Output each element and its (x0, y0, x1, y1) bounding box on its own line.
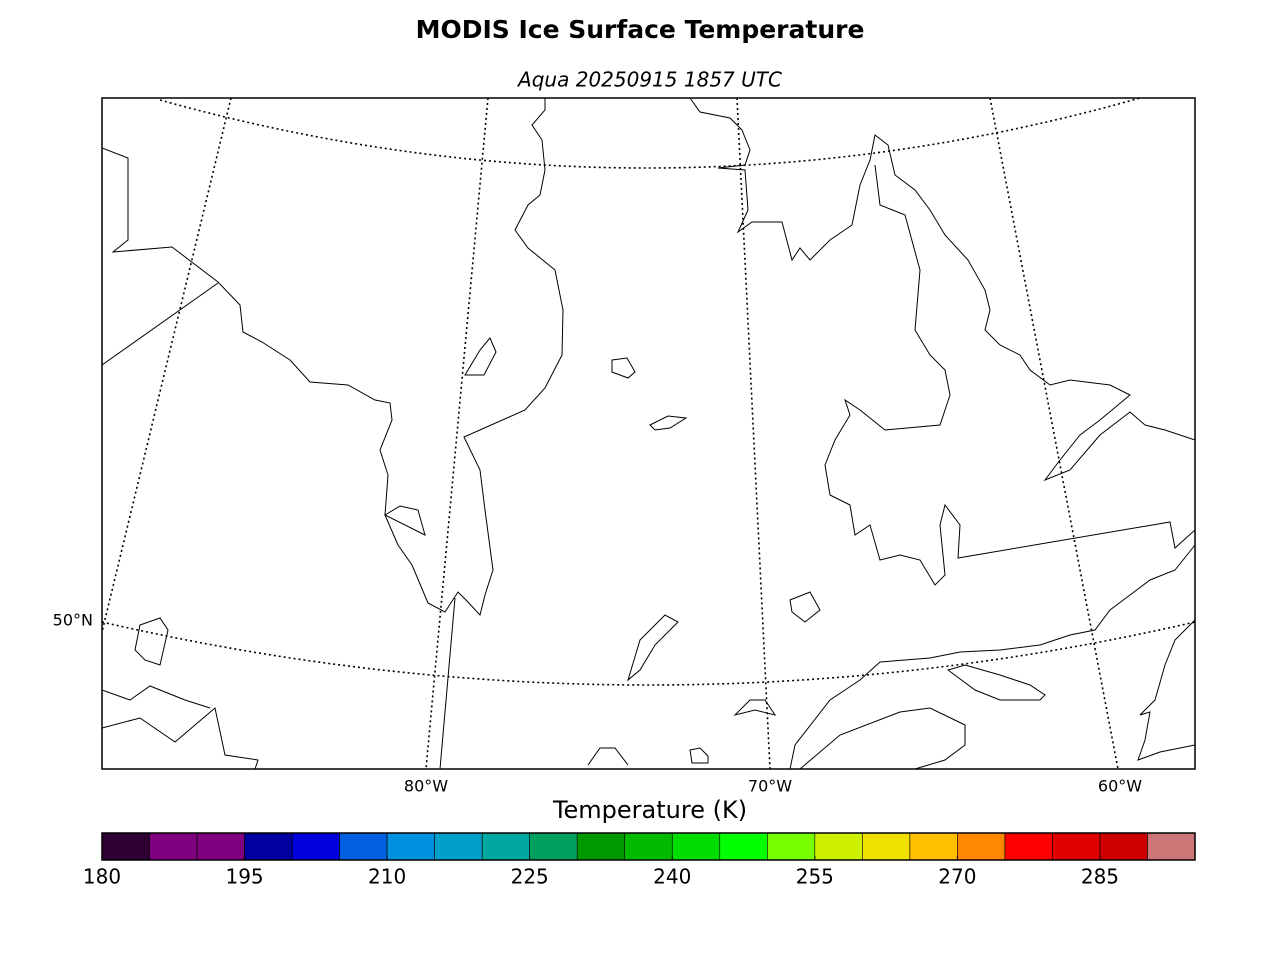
colorbar-bin (719, 832, 768, 861)
colorbar-tick-label: 285 (1081, 865, 1119, 889)
colorbar-bin (101, 832, 150, 861)
colorbar-tick-label: 180 (83, 865, 121, 889)
lake (587, 699, 777, 766)
parallel (159, 98, 1141, 169)
colorbar-tick-label: 255 (796, 865, 834, 889)
lon-label: 60°W (1098, 777, 1142, 796)
colorbar-bin (244, 832, 293, 861)
coastline (102, 685, 259, 769)
island (946, 664, 1046, 701)
lake (611, 357, 636, 379)
colorbar-bin (529, 832, 578, 861)
colorbar-bin (624, 832, 673, 861)
lat-label: 50°N (53, 611, 93, 630)
island (134, 617, 169, 666)
colorbar-bin (339, 832, 388, 861)
colorbar-tick-label: 210 (368, 865, 406, 889)
colorbar: 180 195 210 225 240 255 270 285 (83, 832, 1196, 889)
colorbar-bin (149, 832, 198, 861)
colorbar-bin (1099, 832, 1148, 861)
colorbar-tick-label: 270 (938, 865, 976, 889)
lake (789, 591, 821, 623)
colorbar-bin (957, 832, 1006, 861)
colorbar-bin (434, 832, 483, 861)
map-frame (101, 97, 1196, 770)
colorbar-tick-label: 225 (511, 865, 549, 889)
coastline (789, 544, 1195, 769)
parallel (102, 621, 1195, 686)
lon-label: 70°W (748, 777, 792, 796)
subtitle: Aqua 20250915 1857 UTC (516, 68, 782, 92)
colorbar-bin (386, 832, 435, 861)
coastline (1137, 619, 1195, 761)
colorbar-bin (909, 832, 958, 861)
colorbar-bin (291, 832, 340, 861)
meridian (736, 98, 771, 769)
lake (649, 415, 688, 431)
meridian (102, 98, 232, 633)
colorbar-bin (1004, 832, 1053, 861)
colorbar-bin (1147, 832, 1196, 861)
lake (689, 747, 709, 764)
colorbar-bin (862, 832, 911, 861)
border (102, 282, 219, 366)
lon-label: 80°W (404, 777, 448, 796)
colorbar-tick-label: 240 (653, 865, 691, 889)
colorbar-bin (576, 832, 626, 861)
colorbar-bin (671, 832, 721, 861)
colorbar-tick-label: 195 (225, 865, 263, 889)
lake (464, 337, 497, 376)
title: MODIS Ice Surface Temperature (416, 15, 865, 44)
colorbar-bin (1052, 832, 1101, 861)
colorbar-bin (767, 832, 816, 861)
map: 80°W 70°W 60°W 50°N (53, 97, 1196, 796)
colorbar-bin (481, 832, 530, 861)
colorbar-frame (101, 832, 1196, 861)
lake (627, 614, 679, 682)
lake (383, 505, 426, 536)
coastline (689, 98, 1195, 482)
colorbar-label: Temperature (K) (552, 796, 747, 824)
coastline (102, 98, 564, 617)
meridian (989, 98, 1119, 769)
coastline (824, 164, 1195, 586)
colorbar-bin (814, 832, 863, 861)
coastline (799, 707, 966, 769)
colorbar-bin (196, 832, 245, 861)
meridian (425, 98, 489, 769)
border (439, 597, 456, 769)
